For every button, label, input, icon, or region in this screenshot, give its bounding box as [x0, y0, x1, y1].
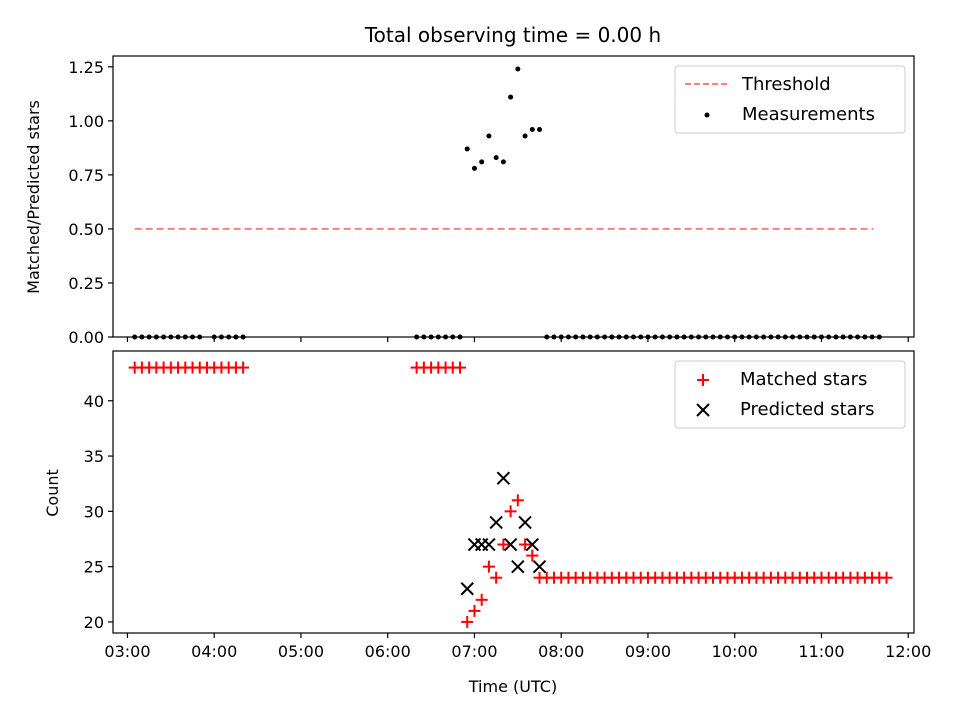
- matched-star-point: [454, 361, 467, 374]
- top-y-tick-label: 0.50: [68, 220, 104, 239]
- measurement-point: [486, 133, 492, 139]
- x-tick-label: 03:00: [104, 642, 150, 661]
- x-tick-label: 12:00: [885, 642, 931, 661]
- x-tick-label: 05:00: [278, 642, 324, 661]
- predicted-star-point: [525, 537, 540, 552]
- legend-measurements-label: Measurements: [742, 104, 875, 125]
- predicted-star-point: [482, 537, 496, 552]
- measurement-point: [471, 165, 477, 171]
- measurement-point: [522, 133, 528, 139]
- top-legend-box: [674, 65, 906, 134]
- ratio-panel: Total observing time = 0.00 h Matched/Pr…: [24, 23, 915, 347]
- measurement-point: [537, 126, 543, 132]
- measurement-point: [500, 159, 506, 165]
- legend-matched-label: Matched stars: [740, 369, 867, 390]
- legend-threshold-label: Threshold: [741, 74, 831, 95]
- measurement-point: [529, 126, 535, 132]
- bottom-legend: Matched stars Predicted stars: [674, 360, 906, 429]
- top-y-tick-label: 0.25: [68, 274, 104, 293]
- x-tick-label: 07:00: [451, 642, 497, 661]
- legend-matched-swatch: [697, 374, 709, 386]
- bottom-y-tick-label: 30: [84, 502, 104, 521]
- top-y-tick-label: 0.00: [68, 328, 104, 347]
- predicted-star-point: [518, 515, 532, 530]
- bottom-plot-frame: [112, 350, 915, 634]
- bottom-y-axis-label: Count: [43, 469, 62, 517]
- top-y-tick-label: 0.75: [68, 166, 104, 185]
- x-axis-label: Time (UTC): [468, 677, 557, 696]
- matched-star-point: [475, 593, 488, 606]
- predicted-star-point: [532, 559, 547, 574]
- predicted-star-point: [496, 471, 511, 485]
- matched-star-point: [482, 560, 495, 573]
- matched-star-point: [519, 538, 532, 551]
- measurement-point: [464, 146, 470, 152]
- top-plot-frame: [112, 55, 915, 338]
- x-tick-label: 11:00: [798, 642, 844, 661]
- matched-star-point: [511, 494, 524, 507]
- predicted-star-point: [489, 515, 503, 530]
- matched-star-point: [504, 505, 517, 518]
- predicted-star-point: [511, 559, 525, 574]
- matched-star-point: [237, 361, 250, 374]
- top-y-axis-label: Matched/Predicted stars: [24, 100, 43, 294]
- measurement-point: [515, 66, 521, 72]
- measurement-point: [493, 155, 499, 161]
- bottom-y-tick-label: 25: [84, 558, 104, 577]
- matched-star-point: [880, 571, 893, 584]
- legend-measurements-swatch: [704, 112, 710, 118]
- matched-star-point: [461, 615, 474, 628]
- x-tick-label: 10:00: [712, 642, 758, 661]
- matched-star-point: [490, 571, 503, 584]
- measurement-point: [479, 159, 485, 165]
- top-y-tick-label: 1.00: [68, 112, 104, 131]
- x-tick-label: 06:00: [365, 642, 411, 661]
- bottom-y-tick-label: 20: [84, 613, 104, 632]
- bottom-y-tick-label: 35: [84, 447, 104, 466]
- bottom-legend-box: [674, 360, 906, 429]
- count-panel: Count Time (UTC) 20 25 30 35 40 03:00 04:00 05…: [43, 350, 931, 696]
- matched-star-point: [526, 549, 539, 562]
- matched-star-point: [468, 604, 481, 617]
- x-tick-label: 08:00: [538, 642, 584, 661]
- predicted-star-point: [503, 537, 518, 552]
- legend-predicted-swatch: [696, 403, 710, 417]
- top-y-tick-label: 1.25: [68, 58, 104, 77]
- chart-title: Total observing time = 0.00 h: [364, 23, 661, 47]
- measurement-point: [508, 94, 514, 100]
- bottom-y-tick-label: 40: [84, 392, 104, 411]
- predicted-star-point: [460, 582, 474, 596]
- x-tick-label: 09:00: [625, 642, 671, 661]
- legend-predicted-label: Predicted stars: [740, 399, 874, 420]
- top-legend: Threshold Measurements: [674, 65, 906, 134]
- matched-star-point: [497, 538, 510, 551]
- x-tick-label: 04:00: [191, 642, 237, 661]
